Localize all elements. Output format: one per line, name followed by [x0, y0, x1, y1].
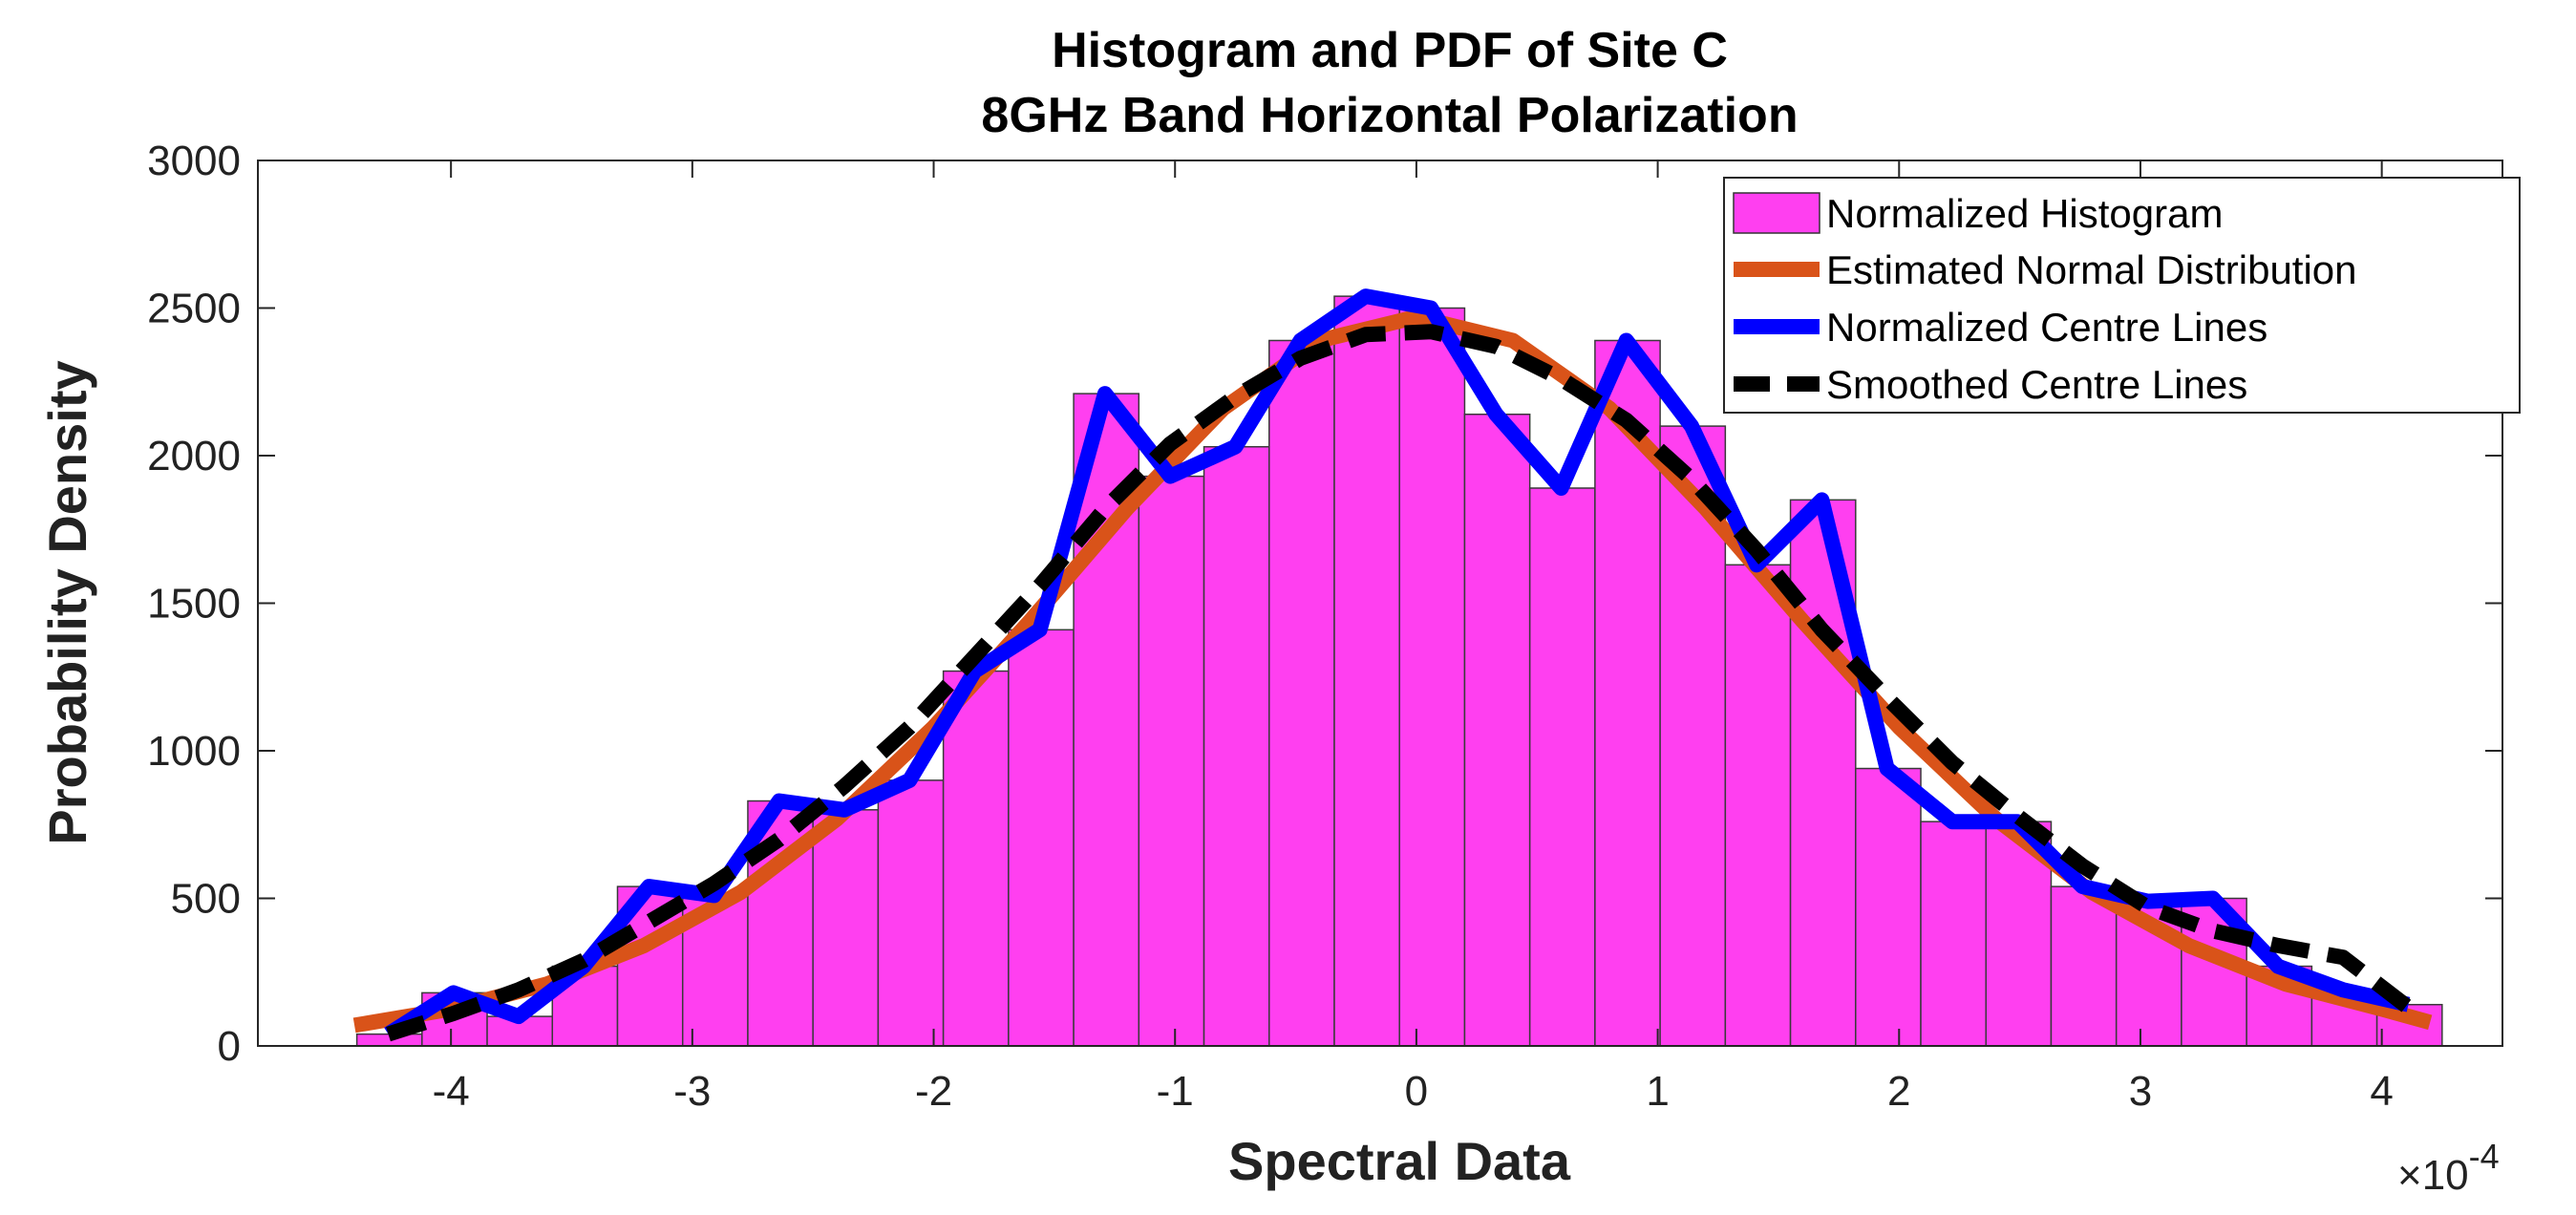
x-axis-exponent-power: -4 [2469, 1137, 2500, 1176]
y-tick-label: 2500 [147, 286, 241, 332]
histogram-bar [1268, 339, 1335, 1047]
x-tick-label: -3 [673, 1068, 711, 1115]
histogram-bar [2050, 885, 2118, 1047]
legend: Normalized Histogram Estimated Normal Di… [1723, 177, 2521, 414]
x-axis-label: Spectral Data [1228, 1131, 1571, 1191]
x-tick-label: 1 [1646, 1068, 1669, 1115]
x-tick-label: 0 [1405, 1068, 1428, 1115]
normal-distribution-line [352, 309, 2433, 1034]
legend-box [1723, 177, 2521, 414]
y-axis-ticks: 0 500 1000 1500 2000 2500 3000 [147, 138, 2502, 1070]
histogram-bar [877, 779, 945, 1047]
legend-label-centre: Normalized Centre Lines [1826, 305, 2267, 350]
smoothed-centre-lines-line [386, 324, 2414, 1042]
y-tick-label: 2000 [147, 433, 241, 480]
histogram-bar [1398, 307, 1466, 1047]
x-tick-label: 4 [2370, 1068, 2393, 1115]
histogram-bar [1855, 767, 1922, 1047]
chart-title-line-1: Histogram and PDF of Site C [1052, 23, 1728, 78]
histogram-bar [1333, 295, 1400, 1047]
y-tick-label: 3000 [147, 138, 241, 184]
legend-label-histogram: Normalized Histogram [1826, 191, 2223, 236]
x-axis-ticks: -4 -3 -2 -1 0 1 2 3 4 [433, 160, 2394, 1115]
series-lines [352, 288, 2433, 1042]
x-tick-label: 3 [2129, 1068, 2152, 1115]
histogram-bar [1724, 564, 1792, 1047]
histogram-bar [1008, 629, 1075, 1047]
x-tick-label: -2 [915, 1068, 952, 1115]
histogram-bars [355, 295, 2443, 1047]
histogram-bar [1463, 413, 1531, 1047]
y-axis-label: Probability Density [37, 360, 97, 844]
legend-label-normal: Estimated Normal Distribution [1826, 247, 2357, 292]
histogram-bar [812, 809, 880, 1047]
histogram-bar [1138, 475, 1205, 1047]
chart-title-line-2: 8GHz Band Horizontal Polarization [981, 88, 1798, 143]
y-tick-label: 500 [171, 876, 241, 923]
x-tick-label: -1 [1157, 1068, 1194, 1115]
legend-swatch-histogram [1733, 192, 1820, 234]
x-tick-label: -4 [433, 1068, 470, 1115]
histogram-bar [942, 670, 1010, 1047]
histogram-bar [1920, 821, 1987, 1047]
legend-label-smoothed: Smoothed Centre Lines [1826, 362, 2247, 407]
histogram-bar [1528, 487, 1596, 1047]
y-tick-label: 1000 [147, 728, 241, 775]
y-tick-label: 1500 [147, 581, 241, 628]
histogram-bar [1203, 445, 1270, 1047]
y-tick-label: 0 [218, 1023, 241, 1070]
x-axis-exponent-base: ×10 [2397, 1152, 2469, 1199]
x-axis-exponent: ×10-4 [2397, 1137, 2500, 1199]
x-tick-label: 2 [1887, 1068, 1910, 1115]
